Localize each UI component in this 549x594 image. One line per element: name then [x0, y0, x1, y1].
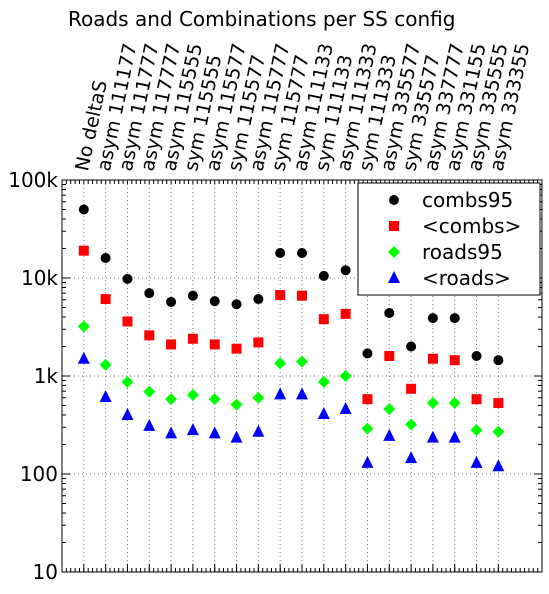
- data-point: [318, 314, 329, 325]
- data-point: [492, 425, 505, 438]
- data-point: [297, 290, 307, 301]
- data-point: [297, 247, 307, 258]
- data-point: [317, 406, 330, 419]
- data-point: [361, 422, 374, 435]
- data-point: [275, 290, 286, 301]
- data-point: [77, 320, 90, 333]
- data-point: [143, 418, 156, 431]
- data-point: [209, 296, 220, 307]
- data-point: [252, 424, 265, 437]
- legend-label: <roads>: [422, 266, 511, 290]
- data-point: [406, 341, 417, 352]
- legend-label: <combs>: [422, 214, 521, 238]
- data-point: [339, 370, 352, 382]
- data-point: [383, 428, 396, 441]
- data-point: [208, 393, 221, 406]
- legend-marker: [388, 271, 400, 283]
- y-tick-label: 100k: [8, 168, 58, 192]
- data-point: [296, 355, 308, 368]
- data-point: [493, 398, 504, 409]
- data-point: [449, 313, 460, 324]
- data-point: [143, 385, 156, 398]
- data-point: [78, 204, 89, 215]
- data-point: [471, 394, 482, 405]
- data-point: [166, 296, 177, 307]
- data-point: [230, 430, 243, 443]
- legend-box: [357, 182, 541, 296]
- data-point: [122, 273, 133, 284]
- data-point: [296, 387, 308, 400]
- data-point: [274, 357, 287, 370]
- data-point: [448, 397, 461, 410]
- data-point: [448, 430, 461, 443]
- legend-label: roads95: [422, 240, 503, 264]
- data-point: [470, 424, 483, 437]
- data-point: [187, 333, 198, 344]
- data-point: [362, 348, 373, 359]
- data-point: [187, 290, 198, 301]
- data-point: [100, 294, 111, 305]
- data-point: [100, 252, 111, 263]
- data-point: [318, 270, 329, 281]
- plot-frame: [61, 179, 543, 573]
- y-tick-label: 100: [20, 462, 58, 486]
- y-tick-label: 1k: [34, 364, 59, 388]
- legend-label: combs95: [422, 188, 513, 212]
- data-point: [231, 299, 242, 310]
- data-point: [99, 358, 112, 371]
- data-point: [493, 355, 504, 366]
- data-point: [165, 426, 178, 439]
- data-point: [426, 397, 439, 410]
- data-point: [274, 387, 287, 400]
- data-point: [405, 418, 418, 431]
- data-point: [252, 391, 265, 404]
- data-point: [231, 343, 242, 354]
- data-point: [208, 426, 221, 439]
- data-point: [340, 265, 351, 276]
- data-point: [471, 350, 482, 361]
- data-point: [384, 350, 395, 361]
- data-point: [144, 288, 155, 299]
- data-point: [405, 451, 418, 464]
- data-point: [470, 455, 483, 468]
- legend-marker: [388, 246, 400, 258]
- data-point: [340, 308, 351, 319]
- data-point: [427, 353, 438, 364]
- data-point: [362, 394, 373, 405]
- data-point: [426, 430, 439, 443]
- data-point: [253, 294, 264, 305]
- data-point: [121, 407, 134, 420]
- data-point: [186, 423, 199, 436]
- data-point: [361, 455, 374, 468]
- data-point: [186, 388, 199, 401]
- data-point: [492, 459, 505, 472]
- chart-title: Roads and Combinations per SS config: [68, 7, 455, 31]
- data-point: [121, 375, 134, 388]
- data-point: [406, 383, 417, 394]
- y-tick-label: 10: [33, 560, 58, 584]
- data-point: [77, 351, 90, 364]
- data-point: [144, 330, 155, 341]
- data-point: [449, 355, 460, 366]
- data-point: [122, 316, 133, 327]
- legend-marker: [389, 195, 399, 205]
- y-tick-label: 10k: [21, 266, 58, 290]
- legend-marker: [389, 221, 399, 231]
- data-point: [165, 393, 178, 406]
- data-point: [99, 390, 112, 403]
- data-point: [209, 339, 220, 350]
- data-point: [78, 245, 89, 256]
- data-point: [253, 337, 264, 348]
- data-point: [230, 398, 243, 411]
- data-point: [166, 339, 177, 350]
- data-point: [383, 403, 396, 416]
- data-point: [275, 247, 286, 258]
- data-point: [384, 307, 395, 318]
- data-point: [317, 375, 330, 388]
- data-point: [339, 402, 352, 415]
- data-point: [427, 313, 438, 324]
